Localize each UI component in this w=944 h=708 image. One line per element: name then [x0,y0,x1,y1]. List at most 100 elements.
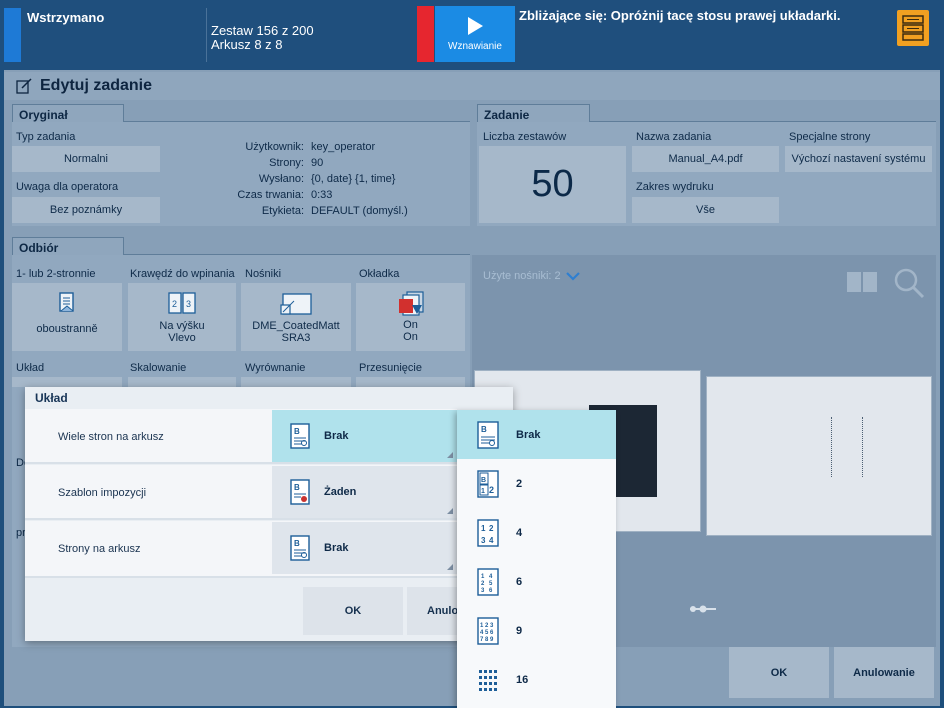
svg-text:3: 3 [481,536,486,545]
cancel-button[interactable]: Anulowanie [834,647,934,698]
divider [206,8,207,62]
print-range-field[interactable]: Vše [632,197,779,223]
resume-button[interactable]: Wznawianie [435,6,515,62]
info-value: {0, date} {1, time} [311,173,396,185]
svg-text:2: 2 [172,299,177,309]
sheet-progress: Arkusz 8 z 8 [211,37,283,52]
pages-on-sheet-value: Brak [324,542,349,554]
side-text-fragment: pr [16,527,26,539]
dropdown-option-9[interactable]: 1 2 3 4 5 6 7 8 9 9 [457,606,616,655]
special-pages-field[interactable]: Výchozí nastavení systému [785,146,932,172]
stacker-button[interactable] [897,10,929,46]
svg-text:5: 5 [489,581,493,587]
pages-per-sheet-value: Brak [324,430,349,442]
option-label: 16 [516,673,529,686]
pages-per-sheet-select[interactable]: B Brak [272,410,457,462]
binding-edge-tile[interactable]: 2 3 Na výšku Vlevo [128,283,236,351]
layout-brak-icon: B [290,535,310,561]
ok-button[interactable]: OK [729,647,829,698]
cover-icon [398,291,424,316]
tab-output[interactable]: Odbiór [12,237,124,258]
layout-tile[interactable] [12,377,122,387]
job-type-field[interactable]: Normalni [12,146,160,172]
option-label: 4 [516,526,523,539]
cover-value-2: On [403,331,418,343]
layout-9-up-icon: 1 2 3 4 5 6 7 8 9 [477,616,499,645]
dropdown-corner-icon [447,452,453,458]
scaling-tile[interactable] [128,377,236,387]
sides-label: 1- lub 2-stronnie [16,268,96,280]
cover-label: Okładka [359,268,400,280]
binding-edge-label: Krawędź do wpinania [130,268,235,280]
dialog-ok-button[interactable]: OK [303,587,403,635]
dropdown-option-2[interactable]: B 1 2 2 [457,459,616,508]
imposition-template-value: Żaden [324,486,357,498]
operator-note-label: Uwaga dla operatora [16,181,119,193]
pages-on-sheet-label: Strony na arkusz [58,543,141,555]
info-value: DEFAULT (domyśl.) [311,205,408,217]
media-tile[interactable]: DME_CoatedMatt SRA3 [241,283,351,351]
alignment-label: Wyrównanie [245,362,306,374]
option-label: Brak [516,428,541,441]
dropdown-option-16[interactable]: 16 [457,655,616,704]
sides-value: oboustranně [36,323,98,335]
binding-edge-value-2: Vlevo [168,332,196,344]
imposition-template-select[interactable]: B Żaden [272,466,457,518]
zoom-icon[interactable] [893,267,925,299]
preview-text-marks [831,417,863,477]
cover-tile[interactable]: On On [356,283,465,351]
media-label: Nośniki [245,268,282,280]
page-title: Edytuj zadanie [40,77,153,94]
svg-text:6: 6 [489,588,493,594]
scaling-label: Skalowanie [130,362,187,374]
option-label: 9 [516,624,523,637]
layout-2-up-icon: B 1 2 [477,469,499,498]
svg-text:2: 2 [489,524,494,533]
dialog-cancel-button[interactable]: Anulo [407,587,457,635]
svg-text:7 8 9: 7 8 9 [480,637,494,643]
imposition-icon: B [290,479,310,505]
used-media-text[interactable]: Użyte nośniki: 2 [483,270,561,282]
job-name-label: Nazwa zadania [636,131,712,143]
special-pages-label: Specjalne strony [789,131,871,143]
svg-text:3: 3 [481,588,485,594]
edit-icon [16,78,32,94]
dropdown-option-brak[interactable]: B Brak [457,410,616,459]
job-type-label: Typ zadania [16,131,76,143]
job-name-field[interactable]: Manual_A4.pdf [632,146,779,172]
pages-per-sheet-label: Wiele stron na arkusz [58,431,164,443]
svg-text:4: 4 [489,536,494,545]
svg-text:B: B [294,427,300,436]
info-key: Strony: [269,157,304,169]
dialog-title: Układ [35,391,68,405]
layout-brak-icon: B [290,423,310,449]
pages-on-sheet-select[interactable]: B Brak [272,522,457,574]
svg-text:3: 3 [186,299,191,309]
book-view-icon[interactable] [846,271,878,293]
binding-edge-value-1: Na výšku [159,320,205,332]
svg-text:B: B [481,477,486,484]
status-text: Wstrzymano [27,10,105,25]
svg-text:1: 1 [481,524,486,533]
window-title-bar: Edytuj zadanie [4,72,940,100]
svg-text:B: B [294,539,300,548]
sets-label: Liczba zestawów [483,131,567,143]
tab-job[interactable]: Zadanie [477,104,590,125]
option-label: 6 [516,575,523,588]
sides-tile[interactable]: oboustranně [12,283,122,351]
info-value: key_operator [311,141,376,153]
shift-tile[interactable] [356,377,465,387]
page-slider-icon[interactable] [688,604,718,614]
svg-text:2: 2 [481,581,485,587]
dropdown-corner-icon [447,508,453,514]
chevron-down-icon[interactable] [566,272,580,281]
svg-text:1: 1 [481,488,485,495]
cover-value-1: On [403,319,418,331]
sets-field[interactable]: 50 [479,146,626,223]
operator-note-field[interactable]: Bez poznámky [12,197,160,223]
svg-text:4 5 6: 4 5 6 [480,630,494,636]
tab-original[interactable]: Oryginał [12,104,124,125]
alignment-tile[interactable] [241,377,351,387]
